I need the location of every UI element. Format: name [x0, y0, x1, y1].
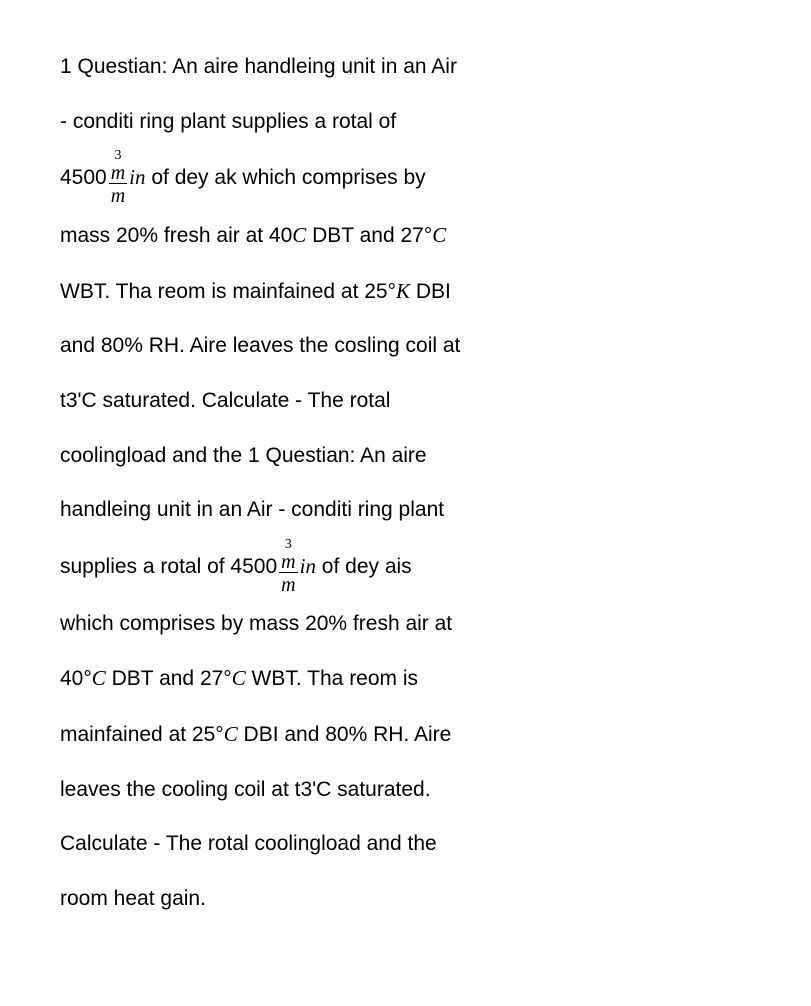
- text-segment: WBT. Tha reom is: [246, 667, 418, 690]
- math-text: in: [300, 554, 316, 578]
- fraction-m3-over-m: 3mm: [109, 149, 127, 208]
- text-line: 40°C DBT and 27°C WBT. Tha reom is: [60, 651, 751, 707]
- text-line: supplies a rotal of 45003mmin of dey ais: [60, 538, 751, 597]
- text-line: and 80% RH. Aire leaves the cosling coil…: [60, 319, 751, 374]
- text-line: handleing unit in an Air - conditi ring …: [60, 483, 751, 538]
- question-document: 1 Questian: An aire handleing unit in an…: [60, 40, 751, 926]
- fraction-m3-over-m: 3mm: [279, 538, 297, 597]
- text-line: 1 Questian: An aire handleing unit in an…: [60, 40, 751, 95]
- fraction-superscript: 3: [279, 538, 297, 552]
- math-symbol: C: [432, 223, 446, 247]
- text-line: Calculate - The rotal coolingload and th…: [60, 817, 751, 872]
- math-text: in: [129, 165, 145, 189]
- text-segment: supplies a rotal of 4500: [60, 555, 277, 578]
- math-symbol: C: [292, 223, 306, 247]
- text-line: t3'C saturated. Calculate - The rotal: [60, 374, 751, 429]
- text-segment: mainfained at 25°: [60, 723, 224, 746]
- text-line: leaves the cooling coil at t3'C saturate…: [60, 763, 751, 818]
- fraction-numerator: m: [279, 552, 297, 572]
- fraction-denominator: m: [279, 572, 297, 597]
- math-symbol: C: [232, 666, 246, 690]
- text-line: WBT. Tha reom is mainfained at 25°K DBI: [60, 264, 751, 320]
- fraction-denominator: m: [109, 183, 127, 208]
- text-segment: 40°: [60, 667, 92, 690]
- text-line: mainfained at 25°C DBI and 80% RH. Aire: [60, 707, 751, 763]
- text-segment: DBT and 27°: [106, 667, 232, 690]
- math-symbol: K: [396, 279, 410, 303]
- math-symbol: C: [224, 722, 238, 746]
- math-symbol: C: [92, 666, 106, 690]
- text-segment: WBT. Tha reom is mainfained at 25°: [60, 280, 396, 303]
- text-line: which comprises by mass 20% fresh air at: [60, 597, 751, 652]
- fraction-superscript: 3: [109, 149, 127, 163]
- text-line: mass 20% fresh air at 40C DBT and 27°C: [60, 208, 751, 264]
- text-segment: DBT and 27°: [306, 224, 432, 247]
- text-segment: mass 20% fresh air at 40: [60, 224, 292, 247]
- text-line: 45003mmin of dey ak which comprises by: [60, 149, 751, 208]
- text-line: - conditi ring plant supplies a rotal of: [60, 95, 751, 150]
- text-line: coolingload and the 1 Questian: An aire: [60, 429, 751, 484]
- text-line: room heat gain.: [60, 872, 751, 927]
- text-segment: of dey ais: [316, 555, 412, 578]
- fraction-numerator: m: [109, 163, 127, 183]
- text-segment: DBI: [410, 280, 451, 303]
- text-segment: of dey ak which comprises by: [146, 166, 426, 189]
- text-segment: DBI and 80% RH. Aire: [238, 723, 452, 746]
- text-segment: 4500: [60, 166, 107, 189]
